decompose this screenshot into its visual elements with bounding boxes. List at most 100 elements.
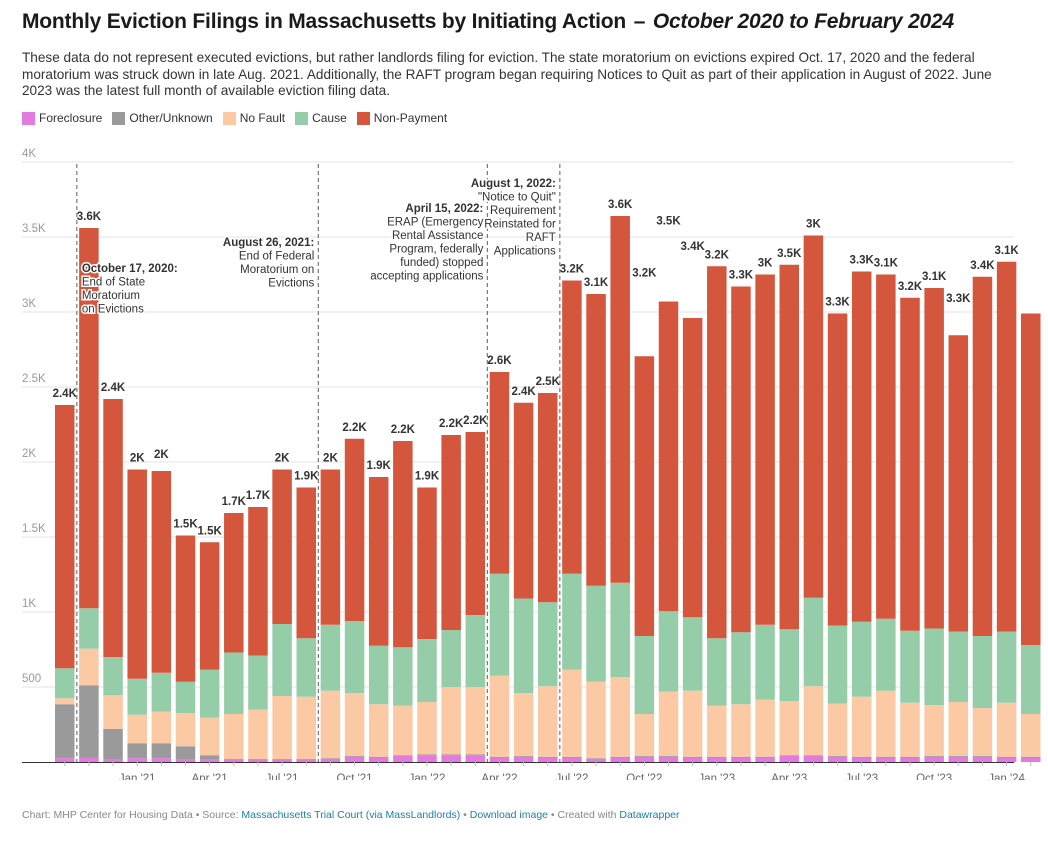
bar-segment-cause — [344, 621, 365, 693]
total-label: 1.9K — [294, 471, 319, 483]
bar-segment-foreclosure — [876, 757, 896, 762]
bar-segment-no-fault — [924, 705, 944, 756]
legend-item-non-payment: Non-Payment — [356, 111, 447, 125]
bar-segment-no-fault — [972, 708, 993, 756]
bar-segment-no-fault — [441, 687, 461, 755]
bar-segment-other-unknown — [586, 758, 606, 759]
total-label: 3.5K — [777, 248, 802, 260]
bar-segment-other-unknown — [827, 756, 848, 757]
bar-segment-other-unknown — [224, 759, 244, 760]
bar-segment-cause — [127, 678, 147, 715]
total-label: 2K — [323, 453, 338, 465]
legend-swatch-cause — [295, 111, 309, 125]
bar-segment-foreclosure — [634, 756, 655, 762]
bar-segment-other-unknown — [972, 756, 993, 757]
bar-segment-no-fault — [344, 693, 365, 756]
y-tick-label: 500 — [22, 673, 41, 685]
bar-segment-foreclosure — [272, 759, 292, 762]
bar-segment-no-fault — [465, 687, 486, 755]
bar-segment-other-unknown — [127, 743, 147, 759]
bar-segment-non-payment — [248, 507, 268, 656]
total-label: 3.5K — [656, 216, 681, 228]
total-label: 3.1K — [922, 271, 947, 283]
bar-segment-foreclosure — [127, 758, 147, 762]
footer-sep-tool: • Created with — [548, 809, 620, 821]
bar-segment-foreclosure — [731, 757, 751, 762]
bar-segment-cause — [779, 629, 799, 702]
annotation-text: August 1, 2022: — [471, 178, 556, 190]
annotation-text: Evictions — [268, 278, 314, 290]
bar-segment-foreclosure — [851, 757, 872, 762]
annotation-text: RAFT — [526, 232, 556, 244]
bar-segment-cause — [682, 617, 703, 691]
source-link[interactable]: Massachusetts Trial Court (via MassLandl… — [241, 809, 461, 821]
bar-segment-non-payment — [151, 471, 172, 673]
x-tick-label: Oct '23 — [916, 773, 952, 780]
x-tick-label: Jan '23 — [698, 773, 735, 780]
total-label: 3.3K — [729, 270, 754, 282]
bar-segment-cause — [55, 668, 75, 699]
bar-segment-foreclosure — [972, 756, 993, 762]
bar-segment-foreclosure — [924, 756, 944, 762]
bar-segment-cause — [441, 630, 461, 687]
bar-segment-cause — [175, 681, 196, 714]
bar-segment-foreclosure — [441, 755, 461, 762]
bar-segment-other-unknown — [610, 756, 630, 758]
bar-segment-no-fault — [175, 713, 196, 747]
annotation-text: "Notice to Quit" — [478, 192, 556, 204]
y-tick-label: 1.5K — [22, 523, 46, 535]
bar-segment-no-fault — [248, 709, 268, 759]
datawrapper-link[interactable]: Datawrapper — [619, 809, 680, 821]
bar-segment-other-unknown — [779, 755, 799, 756]
bar-segment-foreclosure — [393, 756, 413, 762]
download-image-link[interactable]: Download image — [469, 809, 548, 821]
footer-credit: Chart: MHP Center for Housing Data — [22, 809, 193, 821]
bar-segment-cause — [851, 621, 872, 697]
annotation-text: Program, federally — [389, 244, 483, 256]
bar-segment-foreclosure — [368, 757, 389, 762]
bar-segment-non-payment — [755, 274, 775, 625]
bar-segment-non-payment — [924, 288, 944, 629]
bar-segment-foreclosure — [900, 757, 920, 762]
annotation-text: Moratorium on — [240, 264, 314, 276]
annotation-text: Applications — [494, 246, 556, 258]
total-label: 2.2K — [439, 418, 464, 430]
bar-segment-no-fault — [513, 693, 534, 756]
bar-segment-cause — [827, 625, 848, 704]
bar-segment-other-unknown — [996, 756, 1017, 758]
total-label: 1.9K — [415, 471, 440, 483]
legend-item-other: Other/Unknown — [112, 111, 213, 125]
title-main: Monthly Eviction Filings in Massachusett… — [22, 10, 627, 33]
bar-segment-other-unknown — [1021, 756, 1041, 758]
bar-segment-cause — [465, 615, 486, 687]
bar-segment-no-fault — [682, 690, 703, 757]
total-label: 3K — [806, 219, 821, 231]
bar-segment-other-unknown — [296, 759, 316, 760]
bar-segment-other-unknown — [682, 756, 703, 758]
legend-item-no-fault: No Fault — [222, 111, 285, 125]
bar-segment-foreclosure — [755, 757, 775, 762]
annotation-text: October 17, 2020: — [82, 263, 178, 275]
legend-swatch-no-fault — [222, 111, 236, 125]
total-label: 3.2K — [632, 267, 657, 279]
title-range: October 2020 to February 2024 — [652, 10, 954, 33]
bar-segment-non-payment — [175, 535, 196, 682]
bar-segment-foreclosure — [562, 757, 582, 762]
bar-segment-other-unknown — [707, 756, 727, 758]
bar-segment-foreclosure — [682, 757, 703, 762]
bar-segment-no-fault — [562, 669, 582, 757]
bar-segment-cause — [393, 647, 413, 706]
bar-segment-non-payment — [586, 294, 606, 586]
bar-segment-other-unknown — [199, 755, 220, 760]
chart-title: Monthly Eviction Filings in Massachusett… — [22, 10, 1032, 34]
bar-segment-no-fault — [731, 704, 751, 757]
bar-segment-other-unknown — [803, 755, 824, 756]
bar-segment-non-payment — [634, 356, 655, 636]
bar-segment-cause — [610, 582, 630, 678]
title-dash: – — [633, 10, 646, 33]
bar-segment-cause — [924, 628, 944, 705]
annotation-text: ERAP (Emergency — [387, 217, 484, 229]
bar-segment-foreclosure — [827, 756, 848, 762]
bar-segment-cause — [731, 632, 751, 705]
bar-segment-no-fault — [779, 701, 799, 756]
